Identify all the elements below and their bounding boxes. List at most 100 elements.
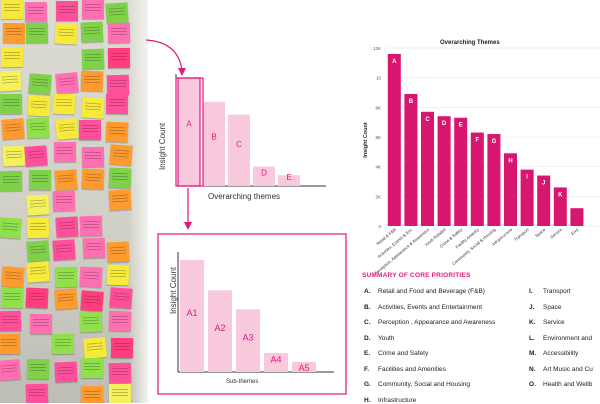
theme-diagram: A B C D E A1 A2 A3 A4 A5 Insight Count Overarchin…	[148, 0, 348, 403]
priority-key: L.	[529, 334, 535, 342]
theme-bar	[487, 134, 501, 226]
priority-text: Space	[543, 303, 562, 311]
priority-text: Infrastructure	[378, 396, 417, 404]
wall-edge	[128, 0, 148, 403]
category-label: Space	[534, 227, 547, 239]
priority-text: Art Music and Cu	[543, 365, 593, 373]
bottom-chart-xlabel: Sub-themes	[226, 379, 259, 385]
y-tick-label: 4K	[375, 165, 381, 170]
category-label: Transport	[513, 226, 530, 242]
priority-key: G.	[364, 381, 371, 388]
priority-item: A. Retail and Food and Beverage (F&B)	[364, 288, 485, 295]
bottom-chart-bar	[180, 260, 204, 372]
priority-text: Environment and	[543, 334, 593, 342]
y-tick-label: 8K	[375, 105, 381, 110]
priority-key: B.	[364, 303, 371, 311]
bar-letter: H	[508, 158, 512, 164]
priority-key: H.	[364, 396, 371, 404]
priority-item: O. Health and Wellb	[529, 381, 592, 388]
priority-text: Service	[543, 319, 565, 326]
priority-key: M.	[529, 350, 537, 357]
theme-bar	[387, 53, 401, 226]
priority-item: B. Activities, Events and Entertainment	[364, 304, 482, 311]
bar-letter: K	[558, 192, 563, 198]
y-tick-label: 2K	[375, 194, 381, 199]
theme-bar	[454, 117, 468, 226]
priority-item: I. Transport	[529, 288, 571, 295]
bar-letter: F	[475, 138, 479, 144]
theme-bar	[520, 169, 534, 226]
bottom-chart-bar	[236, 309, 260, 372]
priority-text: Health and Wellb	[543, 381, 593, 388]
priority-item: G. Community, Social and Housing	[364, 381, 470, 388]
y-axis-label: Insight Count	[363, 122, 369, 158]
priority-text: Crime and Safety	[378, 350, 429, 357]
bar-letter: B	[409, 99, 414, 105]
top-chart-bar-label: E	[286, 173, 291, 182]
selected-theme-box	[175, 77, 204, 187]
priority-item: K. Service	[529, 319, 565, 326]
priority-text: Community, Social and Housing	[378, 381, 471, 388]
top-chart-bar-label: C	[236, 140, 242, 149]
theme-bar	[421, 111, 434, 226]
sticky-note	[80, 358, 103, 379]
y-tick-label: 6K	[375, 135, 381, 140]
top-chart-bar	[253, 166, 275, 186]
priority-key: K.	[529, 319, 536, 326]
priority-key: F.	[364, 365, 370, 373]
bar-letter: A	[392, 59, 397, 65]
priority-item: E. Crime and Safety	[364, 350, 428, 357]
bar-letter: G	[492, 139, 497, 145]
bottom-chart-bar-label: A4	[270, 354, 281, 364]
priority-text: Facilities and Amenities	[378, 365, 446, 373]
category-label: Service	[549, 227, 563, 240]
y-tick-label: 0	[378, 224, 381, 229]
theme-bar	[404, 93, 418, 226]
theme-bar	[537, 175, 551, 226]
priority-text: Transport	[543, 288, 571, 295]
priority-key: E.	[364, 350, 371, 357]
priority-key: A.	[364, 288, 371, 295]
priority-text: Retail and Food and Beverage (F&B)	[378, 288, 485, 295]
bottom-chart-bar	[292, 361, 316, 372]
priority-text: Activities, Events and Entertainment	[378, 303, 483, 311]
bottom-chart-bar-label: A5	[298, 363, 309, 373]
priority-key: O.	[529, 381, 536, 388]
bottom-chart-bar-label: A2	[214, 323, 225, 333]
priority-item: M. Accessibility	[529, 350, 578, 357]
sticky-note	[55, 1, 78, 22]
theme-bar	[504, 153, 517, 226]
priority-item: J. Space	[529, 304, 561, 311]
bar-letter: D	[442, 121, 447, 127]
summary-title: SUMMARY OF CORE PRIORITIES	[362, 272, 471, 279]
bar-letter: I	[526, 175, 528, 181]
priority-key: I.	[529, 288, 533, 295]
top-chart-bar	[203, 101, 225, 186]
priority-key: D.	[364, 334, 371, 342]
theme-bar	[470, 132, 484, 226]
bar-letter: J	[542, 181, 545, 187]
bottom-chart-bar	[264, 352, 288, 372]
priority-item: L. Environment and	[529, 335, 592, 342]
sticky-notes-photo	[0, 0, 148, 403]
bottom-chart-bar	[208, 290, 232, 372]
priority-key: J.	[529, 303, 535, 311]
y-tick-label: 10	[376, 76, 382, 81]
priority-item: F. Facilities and Amenities	[364, 366, 446, 373]
priority-item: D. Youth	[364, 335, 394, 342]
drilldown-arrowhead	[184, 222, 192, 230]
theme-bar	[570, 208, 584, 226]
priority-key: C.	[364, 319, 371, 326]
bottom-chart-bar-label: A1	[186, 308, 197, 318]
priority-item: C. Perception , Appearance and Awareness	[364, 319, 495, 326]
theme-bar	[437, 116, 451, 226]
category-label: Envi	[570, 227, 580, 236]
bar-letter: C	[425, 117, 430, 123]
priority-item: N. Art Music and Cu	[529, 366, 593, 373]
top-chart-bar	[228, 114, 250, 186]
top-chart-bar-label: B	[211, 133, 216, 142]
priority-text: Accessibility	[543, 350, 579, 357]
top-chart-bar	[278, 175, 300, 186]
priority-key: N.	[529, 365, 536, 373]
